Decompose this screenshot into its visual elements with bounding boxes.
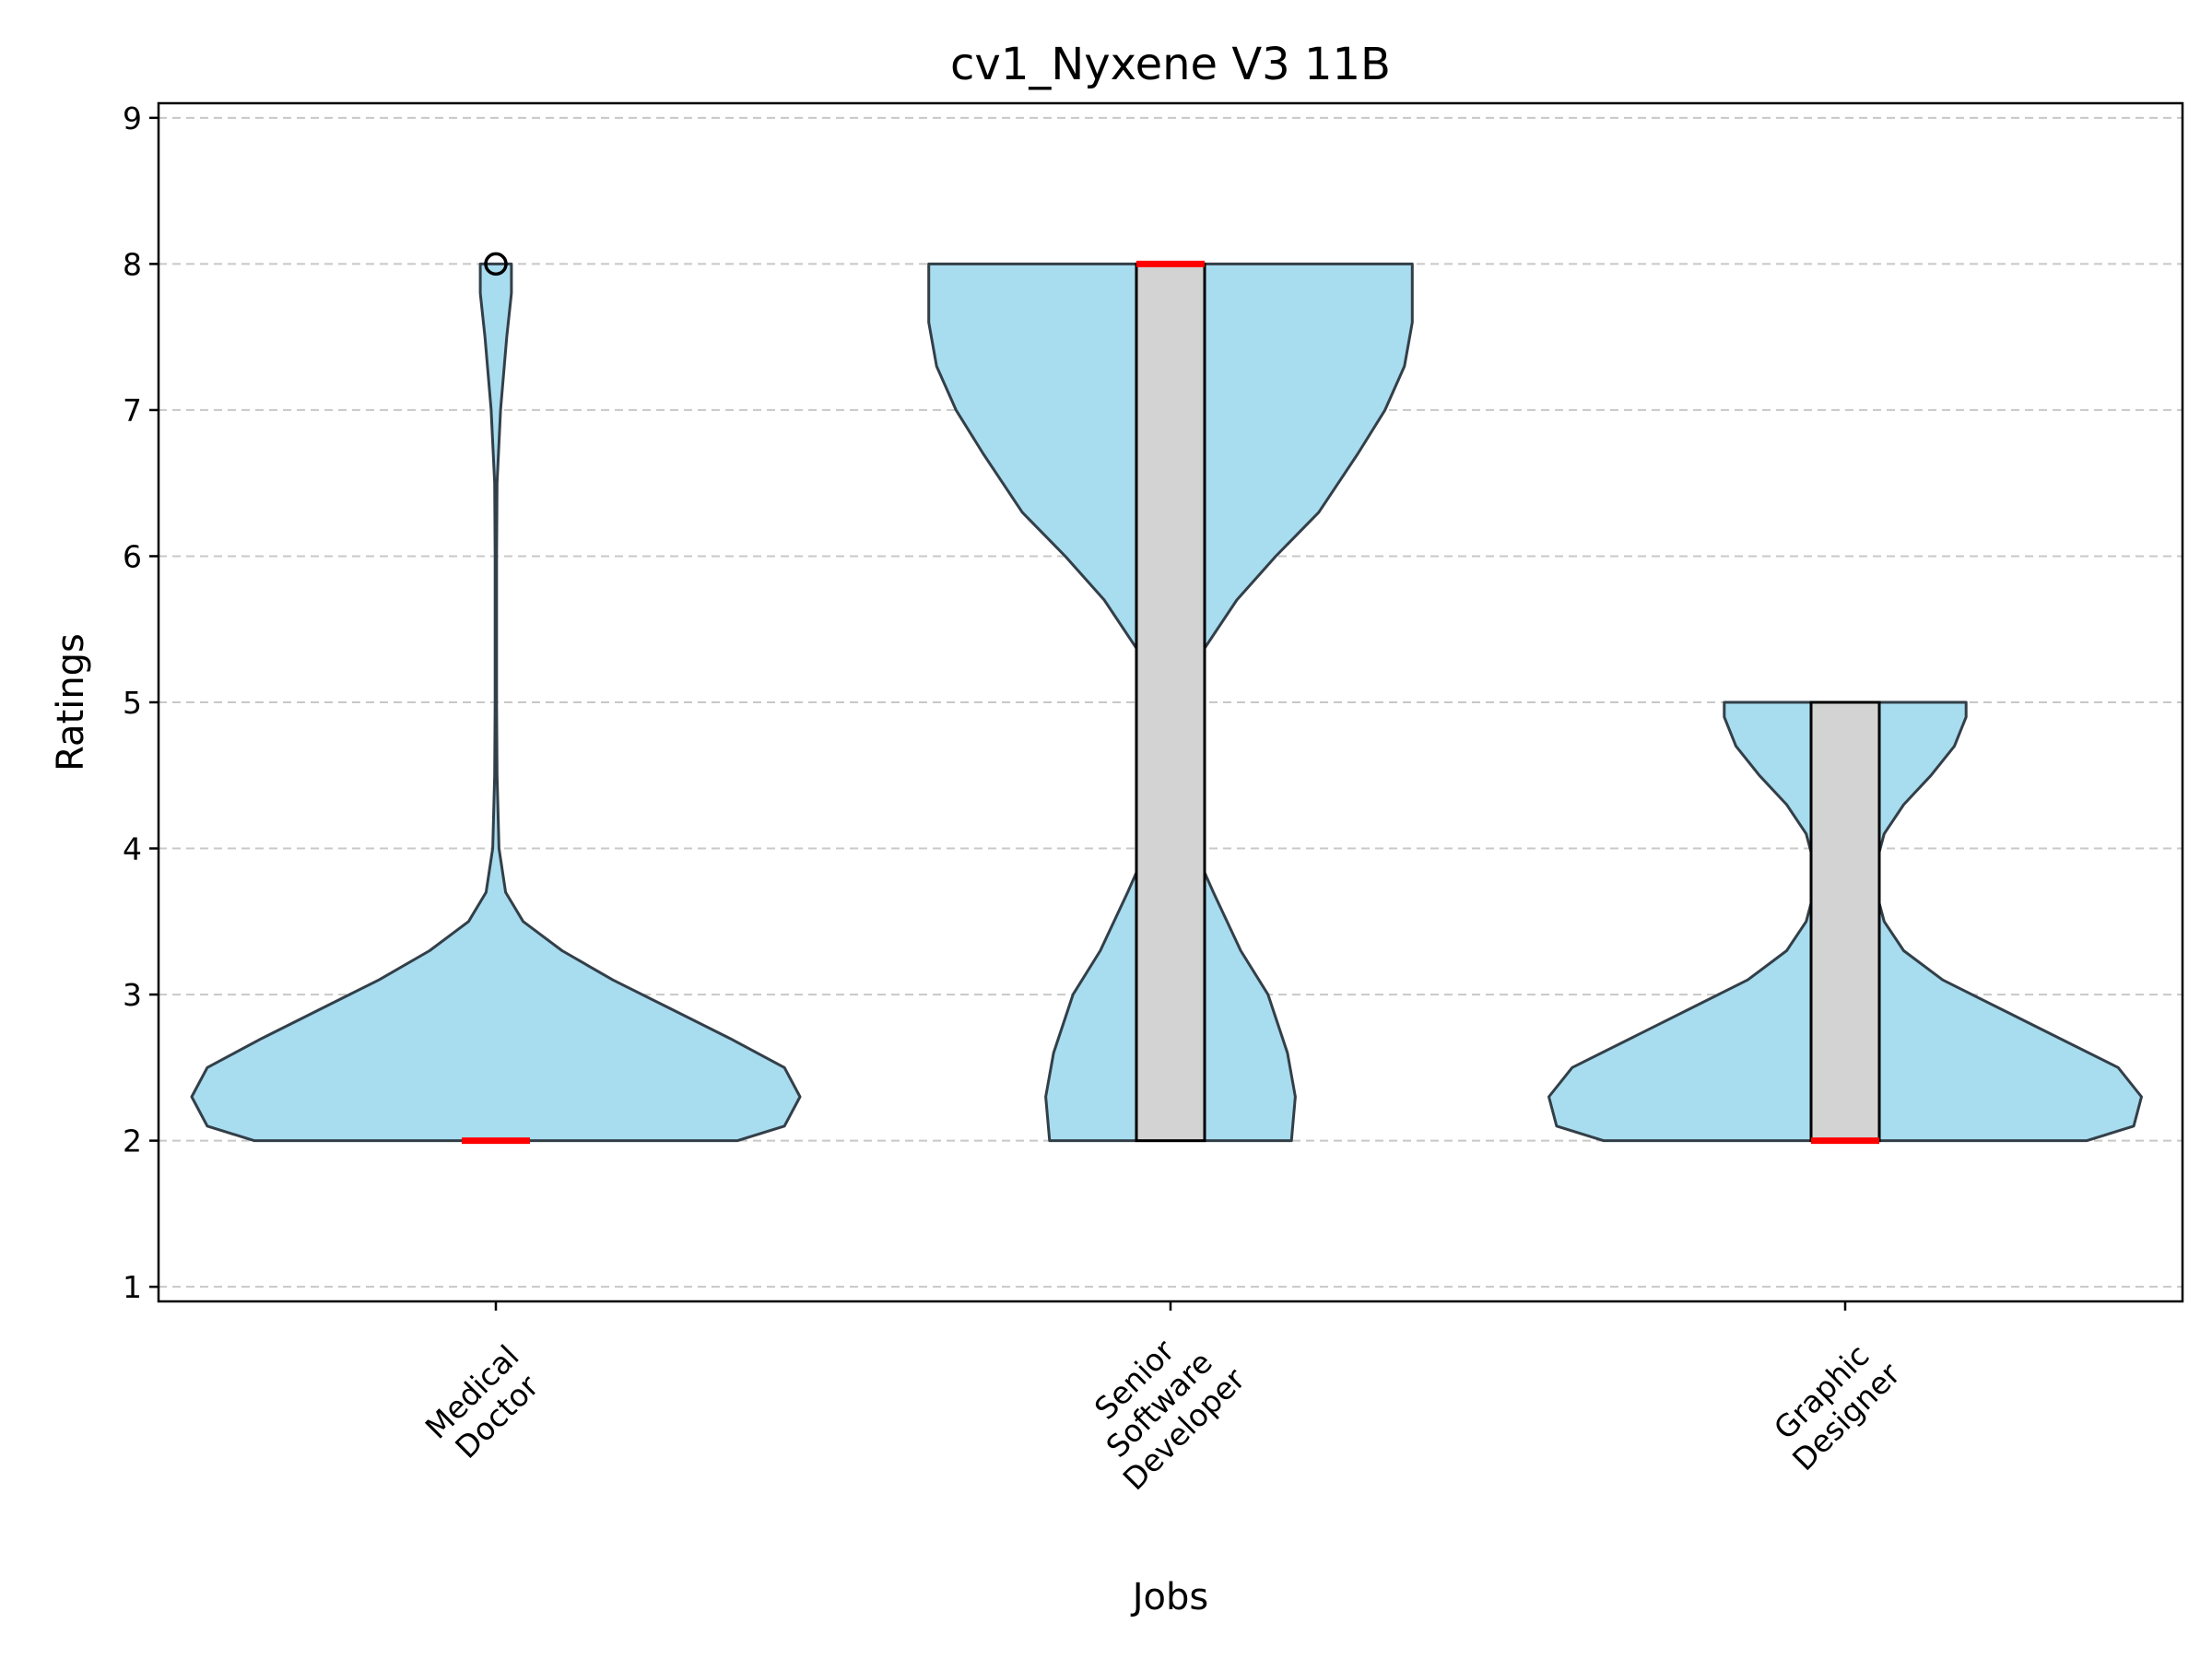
chart-title: cv1_Nyxene V3 11B [950,39,1391,90]
violin-group-3 [1547,700,2143,1145]
box-iqr [1135,262,1206,1143]
y-tick-label-9: 9 [123,100,142,136]
y-tick-label-6: 6 [123,538,142,574]
violin-group-2 [927,260,1414,1143]
box-iqr [1809,700,1881,1143]
y-axis-label: Ratings [50,633,92,771]
y-axis-ticks: 1 2 3 4 5 6 7 8 9 [123,100,159,1305]
y-tick-label-7: 7 [123,393,142,429]
y-tick-label-3: 3 [123,977,142,1013]
y-tick-label-4: 4 [123,831,142,867]
violin-body [190,262,802,1143]
y-tick-label-5: 5 [123,685,142,721]
y-tick-label-8: 8 [123,246,142,282]
violin-group-1 [190,252,802,1145]
y-tick-label-2: 2 [123,1124,142,1159]
y-tick-label-1: 1 [123,1269,142,1305]
outlier-point [484,252,508,276]
violins-layer [190,252,2143,1145]
x-axis-label: Jobs [1130,1576,1209,1618]
